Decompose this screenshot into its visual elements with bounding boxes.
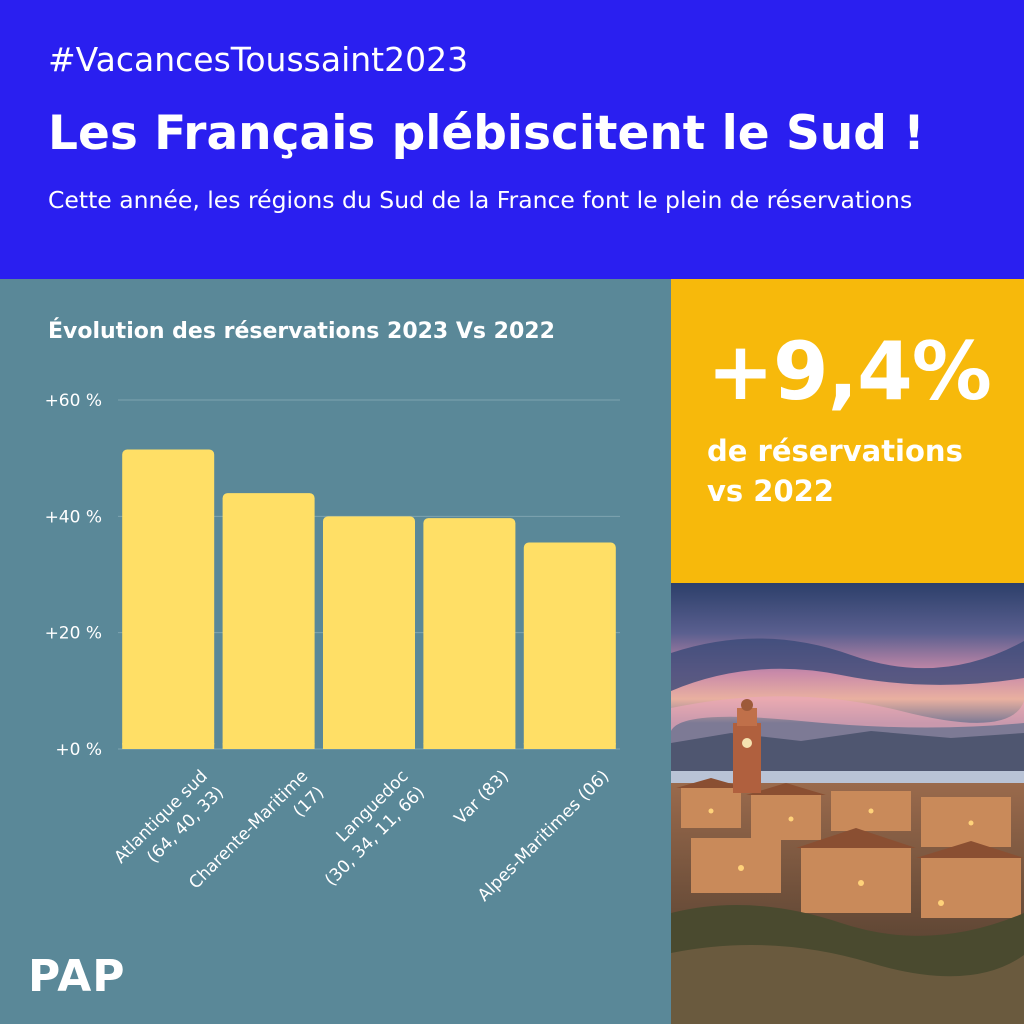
page-title: Les Français plébiscitent le Sud ! [48, 106, 925, 161]
bar-base [122, 743, 215, 749]
y-tick-label: +60 % [45, 391, 102, 411]
highlight-box: +9,4% de réservations vs 2022 [671, 279, 1024, 583]
x-tick-label: Charente-Maritime(17) [185, 766, 328, 893]
pap-logo: PAP [28, 951, 126, 999]
bar-base [222, 743, 315, 749]
bar-base [523, 743, 616, 749]
y-tick-label: +40 % [45, 507, 102, 527]
x-tick-label-line: Var (83) [451, 766, 513, 828]
hashtag: #VacancesToussaint2023 [48, 40, 469, 79]
chart-panel: Évolution des réservations 2023 Vs 2022 … [0, 279, 671, 1024]
bar [122, 449, 215, 749]
bar [222, 493, 315, 749]
bar-base [323, 743, 415, 749]
x-tick-label: Var (83) [451, 766, 513, 828]
y-tick-label: +0 % [55, 740, 102, 760]
logo-text: PAP [28, 951, 126, 999]
highlight-label-line2: vs 2022 [707, 474, 834, 508]
y-tick-label: +20 % [45, 624, 102, 644]
bar [323, 516, 415, 749]
header-banner: #VacancesToussaint2023 Les Français pléb… [0, 0, 1024, 279]
bar-chart: +0 %+20 %+40 %+60 %Atlantique sud(64, 40… [45, 391, 620, 906]
highlight-value: +9,4% [707, 325, 992, 418]
town-sunset-image [671, 583, 1024, 1024]
bar [523, 542, 616, 749]
x-tick-label: Languedoc(30, 34, 11, 66) [321, 766, 429, 890]
highlight-label-line1: de réservations [707, 434, 963, 468]
highlight-label: de réservations vs 2022 [707, 431, 1007, 511]
bar [423, 518, 516, 749]
bar-base [423, 743, 516, 749]
chart-title: Évolution des réservations 2023 Vs 2022 [48, 319, 555, 344]
page-subtitle: Cette année, les régions du Sud de la Fr… [48, 186, 913, 214]
saint-tropez-photo [671, 583, 1024, 1024]
